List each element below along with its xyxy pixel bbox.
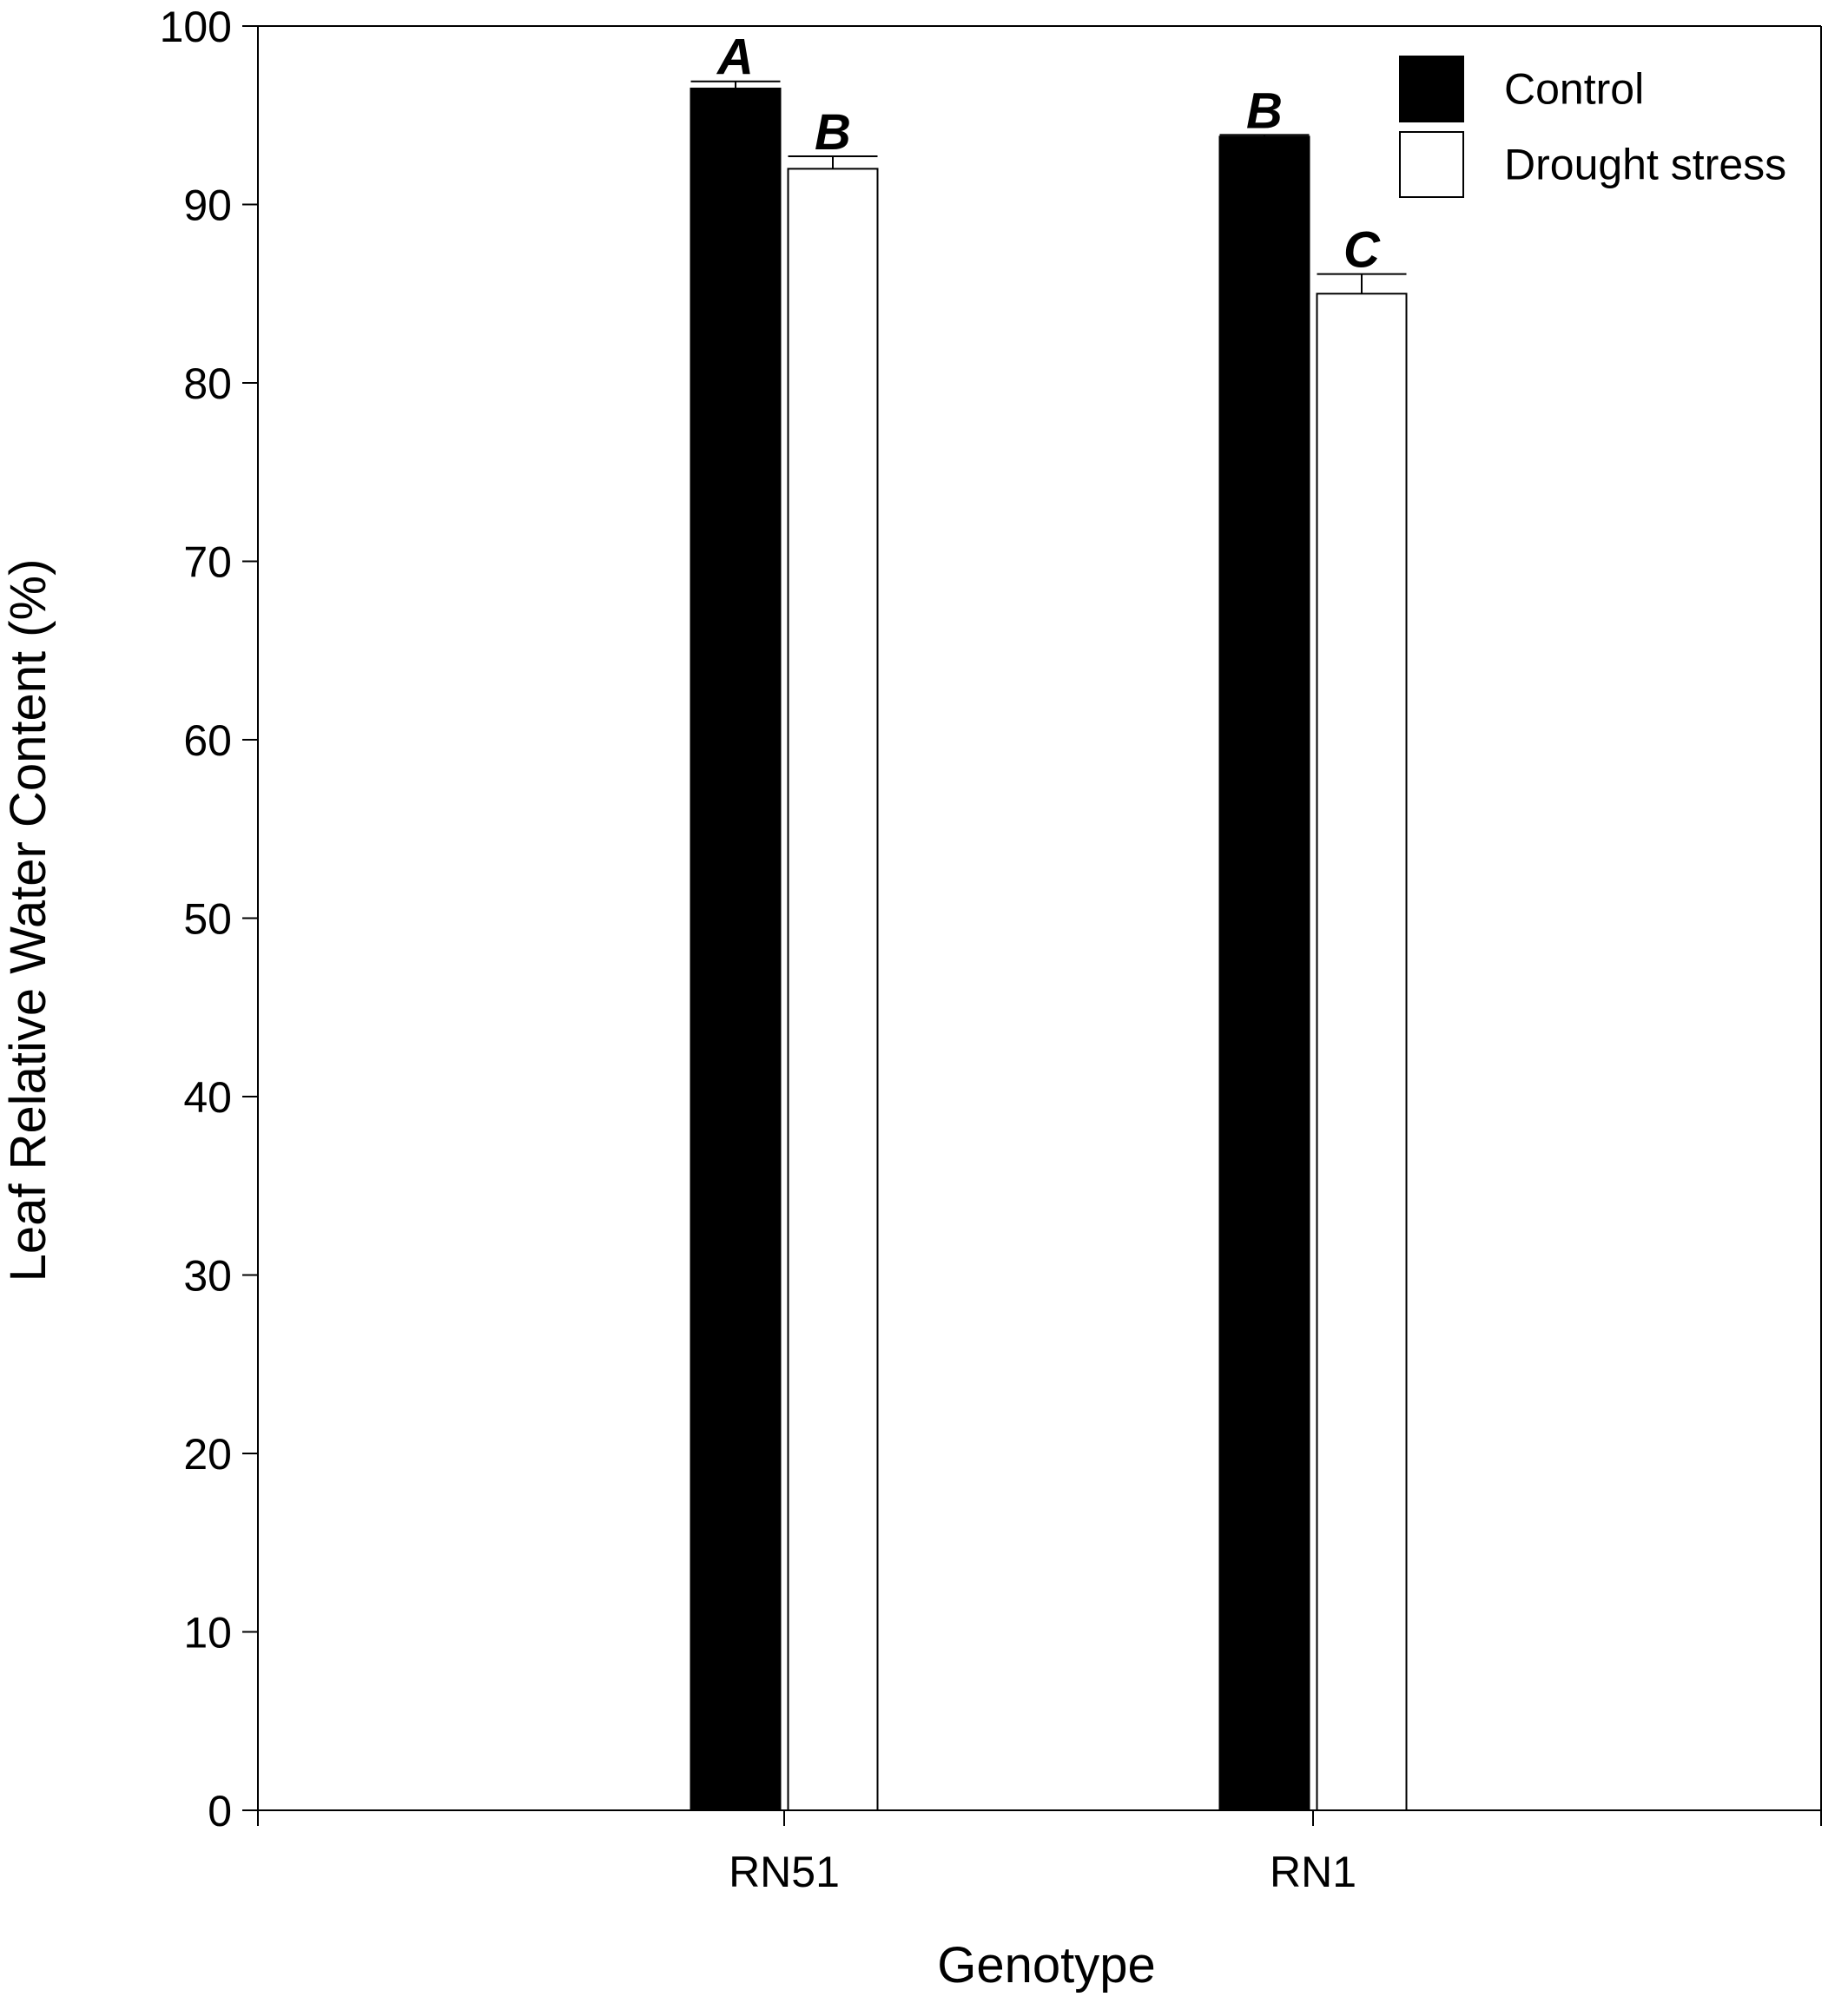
legend-swatch	[1399, 131, 1464, 198]
y-tick-label: 80	[183, 359, 232, 408]
y-tick-label: 10	[183, 1609, 232, 1657]
legend-swatch	[1399, 56, 1464, 122]
y-tick-label: 40	[183, 1073, 232, 1122]
bars-layer: A B B C	[690, 30, 1408, 1811]
y-tick-label: 100	[160, 3, 232, 51]
significance-letter: C	[1343, 222, 1381, 279]
bar	[1316, 293, 1408, 1811]
y-tick-label: 70	[183, 538, 232, 587]
legend-label: Control	[1504, 65, 1644, 114]
y-tick-label: 30	[183, 1252, 232, 1301]
bar	[1218, 135, 1310, 1811]
legend: Control Drought stress	[1399, 56, 1786, 198]
y-axis-title: Leaf Relative Water Content (%)	[0, 559, 56, 1282]
significance-letter: A	[716, 30, 754, 86]
bar	[690, 87, 782, 1811]
y-tick-label: 60	[183, 716, 232, 765]
y-tick-label: 0	[208, 1787, 232, 1835]
x-axis-title: Genotype	[937, 1937, 1156, 1994]
y-tick-label: 90	[183, 181, 232, 230]
axes-layer: 0 10 20 30 40 50 60 70 80 90 100 RN51 RN1	[160, 3, 1822, 1896]
significance-letter: B	[1246, 82, 1283, 139]
bar	[787, 168, 879, 1811]
y-tick-label: 50	[183, 895, 232, 944]
x-tick-label: RN51	[729, 1848, 840, 1896]
x-tick-label: RN1	[1270, 1848, 1356, 1896]
significance-letter: B	[815, 104, 851, 161]
legend-label: Drought stress	[1504, 141, 1786, 189]
y-tick-label: 20	[183, 1430, 232, 1479]
